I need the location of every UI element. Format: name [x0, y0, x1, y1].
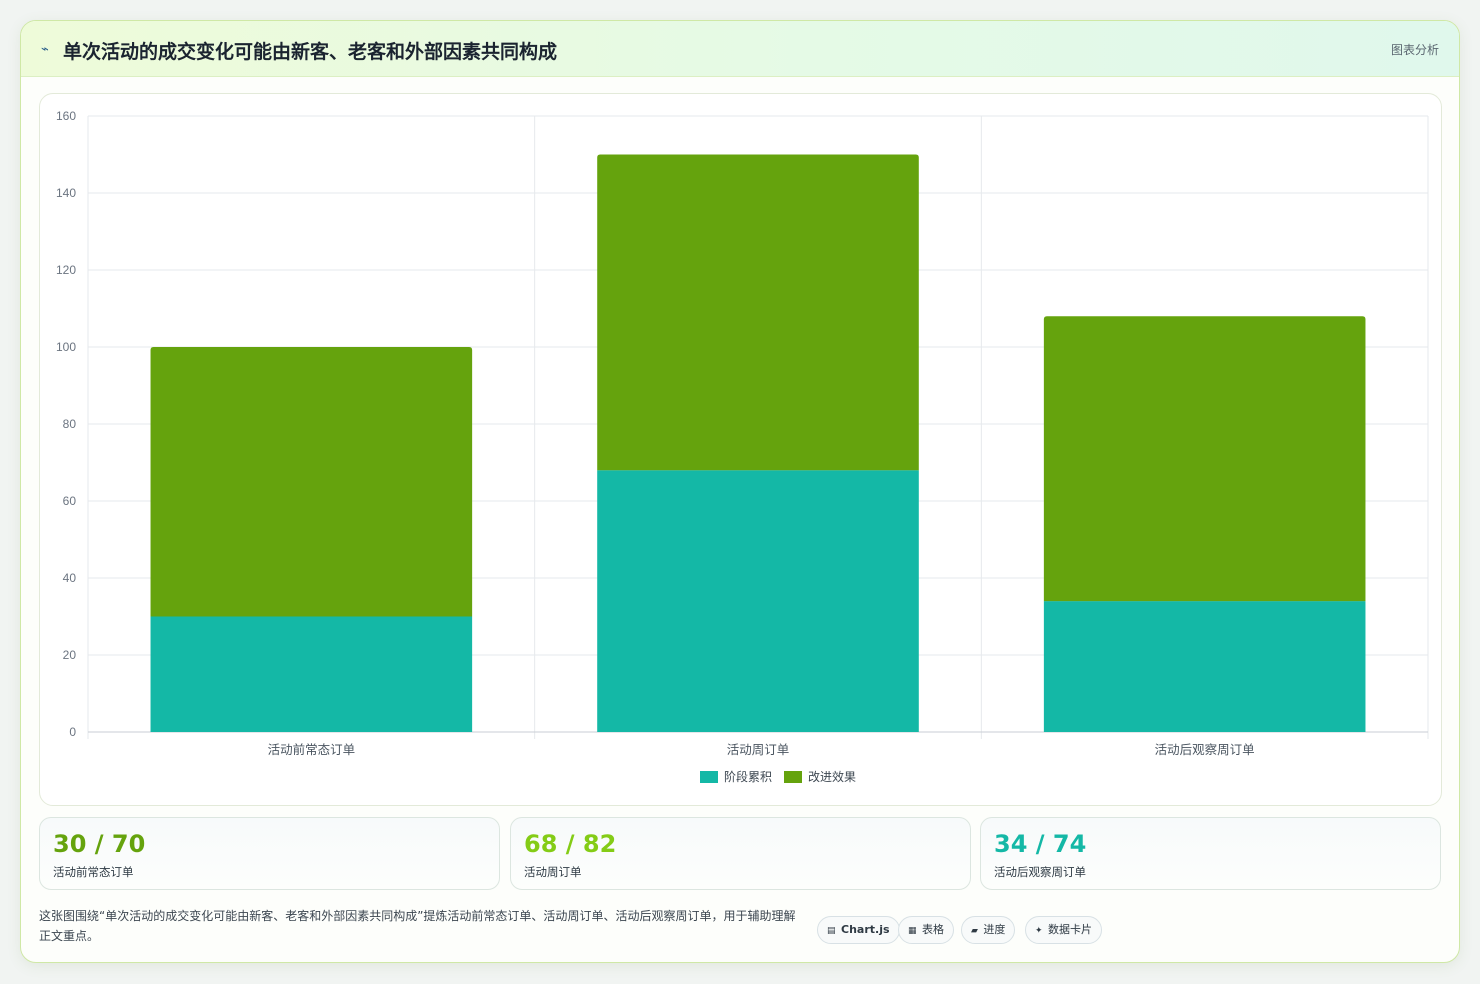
chart-description: 这张图围绕“单次活动的成交变化可能由新客、老客和外部因素共同构成”提炼活动前常态…	[39, 909, 796, 943]
tag-label: Chart.js	[841, 923, 890, 936]
stat-label: 活动周订单	[524, 865, 582, 879]
chart-panel: 0 20 40 60 80 100 120 140 160 活动前常态订单 活动周订单 活动后观察周订…	[39, 93, 1442, 806]
y-tick-label: 0	[69, 725, 76, 739]
x-tick-label: 活动前常态订单	[268, 742, 356, 757]
x-tick-label: 活动周订单	[727, 743, 790, 757]
legend-label: 阶段累积	[724, 769, 772, 784]
legend-swatch	[784, 771, 802, 783]
stat-value: 30 / 70	[53, 830, 146, 858]
tag-label: 数据卡片	[1048, 923, 1093, 936]
stacked-bar-chart: 0 20 40 60 80 100 120 140 160 活动前常态订单 活动周订单 活动后观察周订…	[56, 109, 1429, 784]
page-title: 单次活动的成交变化可能由新客、老客和外部因素共同构成	[63, 41, 558, 63]
stat-value: 68 / 82	[524, 830, 617, 858]
bar-segment-stage	[150, 616, 473, 732]
y-tick-label: 120	[56, 263, 76, 277]
stat-card-during: 68 / 82 活动周订单	[510, 817, 971, 890]
stat-label: 活动后观察周订单	[994, 865, 1086, 879]
y-tick-label: 40	[63, 571, 77, 585]
bar-segment-stage	[597, 470, 919, 732]
bar-segment-stage	[1043, 601, 1366, 732]
legend-swatch	[700, 771, 718, 783]
table-icon: ▦	[908, 926, 917, 936]
y-tick-label: 140	[56, 186, 76, 200]
y-tick-label: 60	[63, 494, 77, 508]
bar-segment-improvement	[150, 347, 473, 617]
chart-icon: ▤	[827, 926, 836, 936]
progress-icon: ▰	[971, 926, 978, 936]
tag-table[interactable]: ▦ 表格	[898, 916, 955, 944]
chart-line-icon: ⌁	[41, 42, 49, 57]
y-tick-label: 160	[56, 109, 76, 123]
sparkle-icon: ✦	[1035, 926, 1043, 936]
tag-data-card[interactable]: ✦ 数据卡片	[1025, 916, 1103, 944]
header-tag: 图表分析	[1390, 43, 1439, 57]
stat-card-after: 34 / 74 活动后观察周订单	[980, 817, 1441, 890]
tag-label: 进度	[983, 923, 1006, 936]
card-header: ⌁ 单次活动的成交变化可能由新客、老客和外部因素共同构成 图表分析	[21, 21, 1459, 77]
bar-segment-improvement	[1043, 316, 1366, 602]
stat-label: 活动前常态订单	[53, 865, 134, 879]
y-tick-label: 100	[56, 340, 76, 354]
y-tick-label: 80	[63, 417, 77, 431]
x-tick-label: 活动后观察周订单	[1155, 743, 1255, 757]
tag-chartjs[interactable]: ▤ Chart.js	[817, 916, 900, 944]
y-tick-label: 20	[63, 648, 77, 662]
stat-card-before: 30 / 70 活动前常态订单	[39, 817, 500, 890]
bar-segment-improvement	[597, 154, 919, 471]
chart-card: ⌁ 单次活动的成交变化可能由新客、老客和外部因素共同构成 图表分析 0 20 40 6…	[20, 20, 1460, 963]
stat-value: 34 / 74	[994, 830, 1087, 858]
tag-progress[interactable]: ▰ 进度	[961, 916, 1016, 944]
legend-label: 改进效果	[808, 769, 856, 784]
tag-label: 表格	[922, 923, 945, 936]
